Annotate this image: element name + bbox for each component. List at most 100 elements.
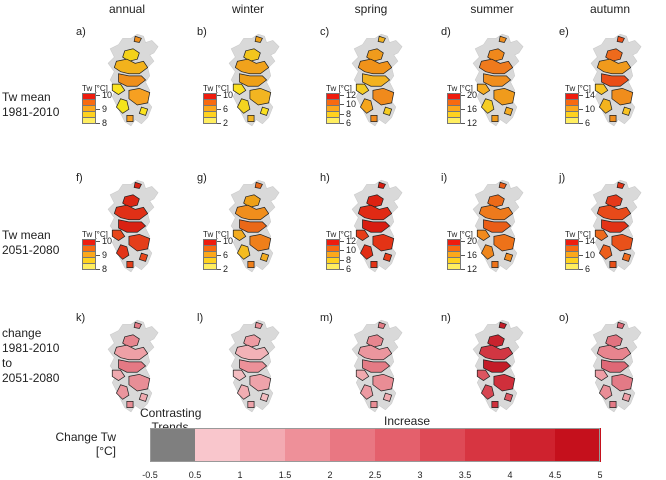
catchment-region bbox=[122, 194, 140, 208]
scotland-map bbox=[228, 319, 280, 413]
row-label-line: change bbox=[2, 326, 42, 340]
map-panel: a) Tw [°C] 10 9 8 bbox=[76, 26, 180, 128]
catchment-region bbox=[254, 35, 263, 43]
catchment-region bbox=[355, 229, 370, 242]
catchment-region bbox=[111, 83, 126, 96]
catchment-region bbox=[122, 334, 140, 348]
column-header-winter: winter bbox=[231, 2, 264, 16]
panel-letter: o) bbox=[559, 312, 569, 324]
catchment-region bbox=[621, 252, 632, 262]
catchment-region bbox=[370, 115, 378, 123]
catchment-region bbox=[598, 98, 613, 114]
temperature-legend: Tw [°C] 12 10 8 6 bbox=[326, 230, 386, 274]
temperature-legend-swatch bbox=[203, 263, 217, 270]
catchment-region bbox=[377, 35, 386, 43]
catchment-region bbox=[113, 58, 149, 75]
catchment-region bbox=[133, 321, 142, 329]
catchment-region bbox=[232, 83, 247, 96]
temperature-legend: Tw [°C] 10 9 8 bbox=[82, 84, 142, 128]
temperature-legend: Tw [°C] 12 10 8 6 bbox=[326, 84, 386, 128]
catchment-region bbox=[601, 73, 630, 87]
row-label-line: 1981-2010 bbox=[2, 341, 60, 355]
catchment-region bbox=[598, 244, 613, 260]
catchment-region bbox=[476, 83, 491, 96]
catchment-region bbox=[138, 392, 149, 402]
map-panel: g) Tw [°C] 10 6 2 bbox=[197, 172, 301, 274]
scotland-map bbox=[590, 319, 642, 413]
temperature-legend-tick-mark bbox=[217, 269, 221, 270]
change-legend: Change Tw [°C] Contrasting Trends Increa… bbox=[0, 406, 666, 480]
map-panel: k) bbox=[76, 312, 180, 413]
temperature-legend-tick-mark bbox=[461, 123, 465, 124]
colorbar-segment-increase bbox=[330, 428, 376, 462]
colorbar-tick-label: 0.5 bbox=[188, 470, 202, 480]
catchment-region bbox=[249, 233, 272, 252]
temperature-legend-tick: 10 bbox=[223, 236, 234, 246]
map-panel: j) Tw [°C] 14 10 6 bbox=[559, 172, 663, 274]
colorbar-tick-label: -0.5 bbox=[142, 470, 158, 480]
scotland-map bbox=[590, 33, 642, 127]
catchment-region bbox=[118, 73, 147, 87]
row-label-mean-baseline: Tw mean 1981-2010 bbox=[2, 90, 82, 120]
catchment-region bbox=[362, 219, 391, 233]
catchment-region bbox=[372, 233, 395, 252]
catchment-region bbox=[487, 334, 505, 348]
catchment-region bbox=[503, 106, 514, 116]
colorbar-segment-increase bbox=[375, 428, 421, 462]
catchment-region bbox=[487, 48, 505, 62]
catchment-region bbox=[362, 73, 391, 87]
catchment-region bbox=[594, 369, 609, 382]
catchment-region bbox=[118, 219, 147, 233]
catchment-region bbox=[478, 204, 514, 221]
catchment-region bbox=[609, 261, 617, 269]
temperature-legend-tick-mark bbox=[579, 109, 583, 110]
catchment-region bbox=[382, 252, 393, 262]
catchment-region bbox=[493, 233, 516, 252]
catchment-region bbox=[483, 359, 512, 373]
catchment-region bbox=[247, 401, 255, 409]
colorbar-segment-increase bbox=[555, 428, 601, 462]
catchment-region bbox=[476, 369, 491, 382]
catchment-region bbox=[355, 369, 370, 382]
temperature-legend-swatch bbox=[203, 117, 217, 124]
catchment-region bbox=[605, 48, 623, 62]
column-header-annual: annual bbox=[108, 2, 146, 16]
catchment-region bbox=[234, 58, 270, 75]
catchment-region bbox=[359, 98, 374, 114]
panel-letter: i) bbox=[441, 172, 448, 184]
temperature-legend-title: Tw [°C] bbox=[447, 84, 473, 93]
change-legend-title-line: Change Tw bbox=[55, 430, 117, 444]
temperature-legend-tick-mark bbox=[96, 95, 100, 96]
temperature-legend-tick-mark bbox=[340, 259, 344, 261]
temperature-legend-tick-mark bbox=[340, 123, 344, 124]
temperature-legend-title: Tw [°C] bbox=[203, 84, 229, 93]
catchment-region bbox=[113, 344, 149, 361]
catchment-region bbox=[249, 87, 272, 106]
catchment-region bbox=[483, 219, 512, 233]
row-label-line: 2051-2080 bbox=[2, 371, 60, 385]
catchment-region bbox=[259, 252, 270, 262]
catchment-region bbox=[605, 334, 623, 348]
catchment-region bbox=[609, 401, 617, 409]
catchment-region bbox=[111, 229, 126, 242]
temperature-legend-tick: 12 bbox=[346, 90, 357, 100]
catchment-region bbox=[616, 321, 625, 329]
catchment-region bbox=[621, 106, 632, 116]
scotland-map bbox=[351, 33, 403, 127]
map-panel: c) Tw [°C] 12 10 8 6 bbox=[320, 26, 424, 128]
temperature-legend-tick: 10 bbox=[102, 236, 113, 246]
colorbar-segment-increase bbox=[285, 428, 331, 462]
catchment-region bbox=[480, 384, 495, 400]
catchment-region bbox=[254, 321, 263, 329]
temperature-legend-tick: 16 bbox=[467, 250, 478, 260]
colorbar-tick-label: 4.5 bbox=[548, 470, 562, 480]
temperature-legend-tick-mark bbox=[217, 255, 221, 256]
catchment-region bbox=[480, 244, 495, 260]
scotland-map bbox=[107, 179, 159, 273]
catchment-region bbox=[232, 369, 247, 382]
scotland-map bbox=[228, 33, 280, 127]
catchment-region bbox=[249, 373, 272, 392]
catchment-region bbox=[609, 115, 617, 123]
map-panel: e) Tw [°C] 14 10 6 bbox=[559, 26, 663, 128]
temperature-legend-tick-mark bbox=[579, 255, 583, 256]
